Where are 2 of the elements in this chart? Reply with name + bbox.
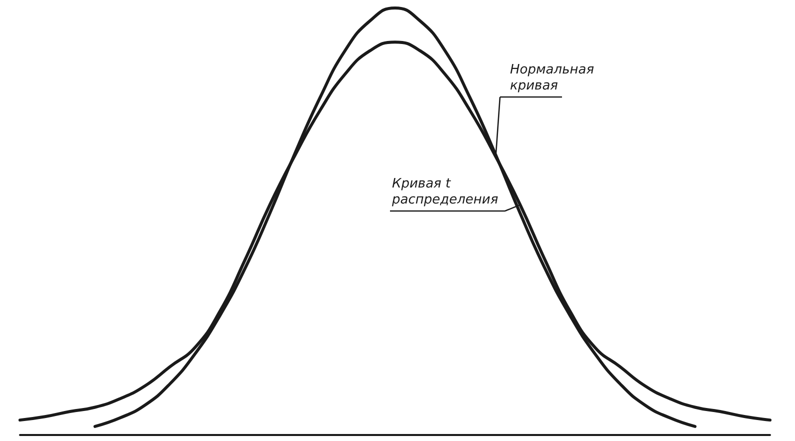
- series-label: Кривая t распределения: [391, 176, 498, 208]
- text: Нормальная кривая: [510, 62, 594, 94]
